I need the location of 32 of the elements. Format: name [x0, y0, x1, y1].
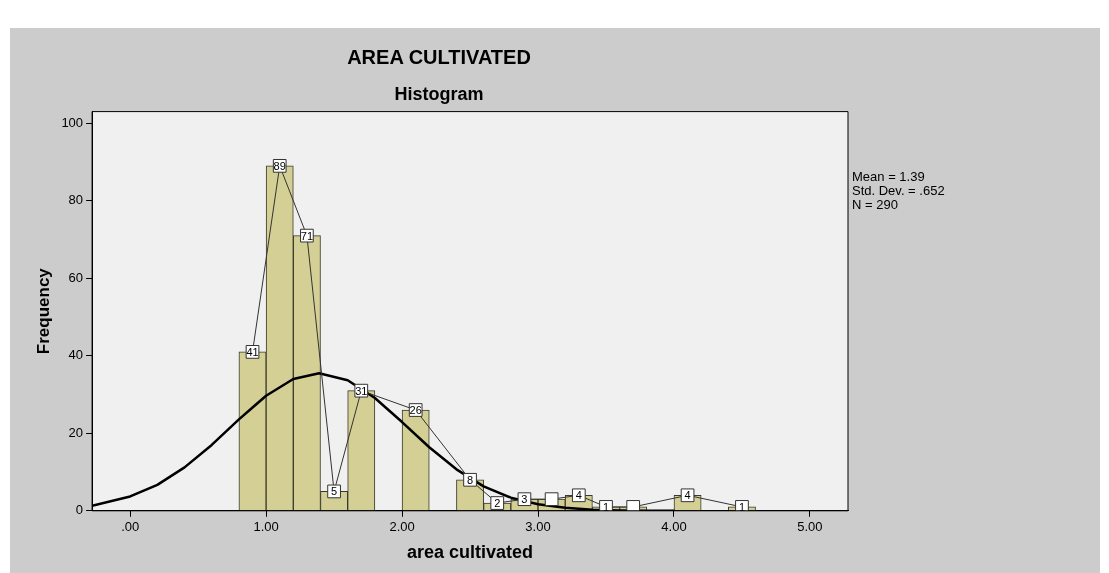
y-axis-title: Frequency — [33, 267, 53, 355]
data-label: 89 — [273, 159, 286, 172]
x-tick-label: .00 — [121, 519, 140, 535]
x-axis-title: area cultivated — [407, 542, 534, 563]
text: N = 290 — [852, 197, 899, 212]
x-tick-label: 3.00 — [525, 519, 551, 535]
y-tick-label: 80 — [68, 192, 84, 208]
data-label: 2 — [494, 497, 501, 510]
text: Std. Dev. = .652 — [852, 183, 945, 198]
chart-title: AREA CULTIVATED — [347, 45, 531, 68]
y-tick-label: 40 — [68, 347, 84, 363]
y-tick-label: 0 — [75, 502, 84, 518]
x-tick-label: 2.00 — [389, 519, 415, 535]
text: Mean = 1.39 — [852, 169, 926, 184]
y-tick-label: 60 — [68, 269, 84, 285]
data-label: 31 — [355, 384, 368, 397]
data-label: 4 — [575, 489, 582, 502]
data-label: 4 — [684, 489, 691, 502]
x-tick-label: 4.00 — [661, 519, 687, 535]
data-label: 1 — [602, 500, 610, 513]
y-tick-label: 100 — [61, 114, 84, 130]
data-label: 1 — [738, 500, 746, 513]
y-tick-label: 20 — [68, 424, 84, 440]
x-tick-label: 5.00 — [797, 519, 823, 535]
chart-subtitle: Histogram — [394, 83, 484, 104]
x-tick-label: 1.00 — [253, 519, 279, 535]
data-label: 8 — [466, 473, 474, 486]
data-label: 26 — [409, 404, 422, 417]
data-label: 3 — [521, 493, 528, 506]
data-label: 5 — [331, 485, 338, 498]
data-label: 41 — [246, 345, 259, 358]
data-label: 71 — [300, 229, 314, 242]
